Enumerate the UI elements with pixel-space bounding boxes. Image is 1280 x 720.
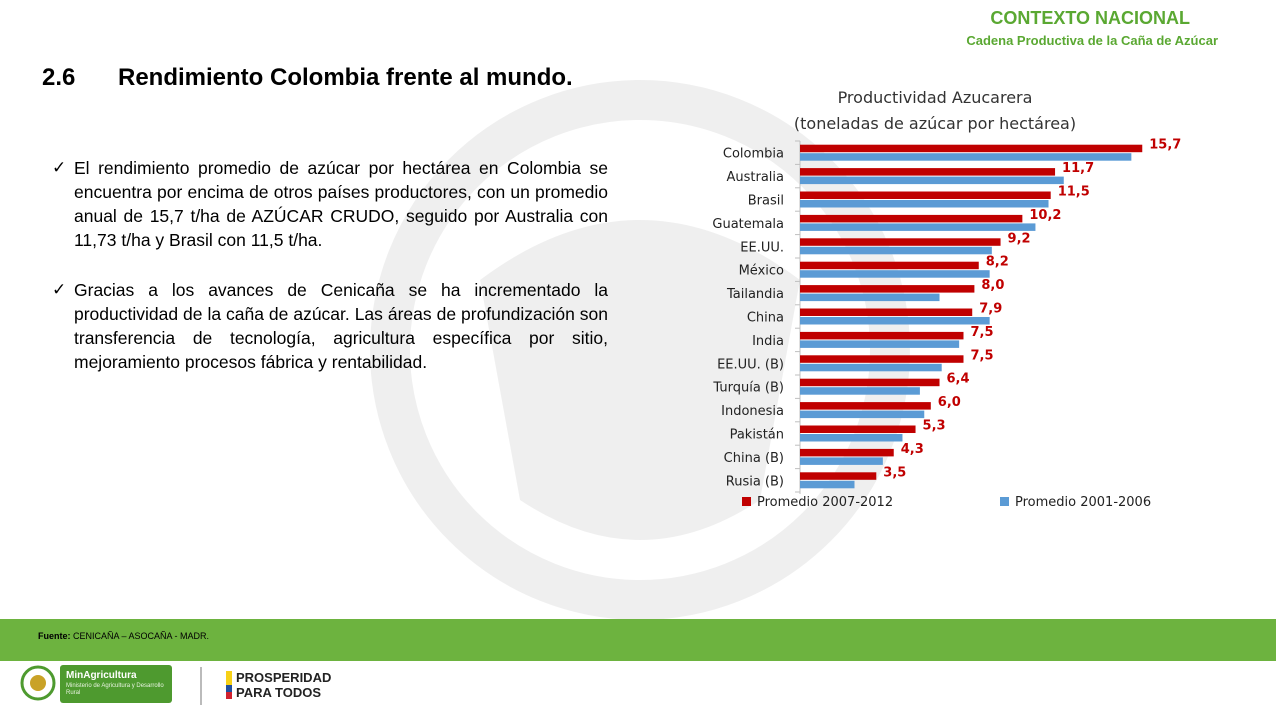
bullet-item: ✓ Gracias a los avances de Cenicaña se h… <box>52 278 608 374</box>
bar-chart: Colombia 15,7 Australia 11,7 Brasil 11,5 Guate… <box>712 138 1181 510</box>
watermark-emblem <box>370 80 910 620</box>
category-label: Brasil <box>748 194 784 209</box>
source-note: Fuente: CENICAÑA – ASOCAÑA - MADR. <box>38 631 209 641</box>
legend-swatch <box>742 497 751 506</box>
bar-2007-2012 <box>800 472 877 480</box>
bar-2007-2012 <box>800 448 894 457</box>
bar-2001-2006 <box>800 270 990 278</box>
minagricultura-logo <box>60 665 172 703</box>
minagricultura-subtitle: Ministerio de Agricultura y Desarrollo R… <box>66 683 164 696</box>
category-label: China (B) <box>724 451 784 466</box>
data-label: 9,2 <box>1008 231 1031 246</box>
bar-2001-2006 <box>800 246 992 255</box>
category-label: EE.UU. (B) <box>717 357 784 372</box>
category-label: Rusia (B) <box>726 474 784 489</box>
bar-2001-2006 <box>800 457 883 465</box>
legend-label: Promedio 2007-2012 <box>757 495 893 510</box>
data-label: 4,3 <box>901 442 924 457</box>
header-subtitle: Cadena Productiva de la Caña de Azúcar <box>966 33 1218 48</box>
data-label: 15,7 <box>1149 138 1181 153</box>
data-label: 3,5 <box>883 465 906 480</box>
header-title: CONTEXTO NACIONAL <box>990 8 1190 28</box>
bar-2007-2012 <box>800 402 931 410</box>
bar-2007-2012 <box>800 261 979 270</box>
bar-2007-2012 <box>800 214 1023 223</box>
data-label: 11,5 <box>1058 185 1090 200</box>
category-label: Turquía (B) <box>712 381 784 396</box>
logo-divider <box>200 667 202 705</box>
category-label: México <box>739 264 784 279</box>
checkmark-icon: ✓ <box>52 158 67 177</box>
category-label: Tailandia <box>726 287 784 302</box>
category-label: Pakistán <box>730 428 784 443</box>
bar-2001-2006 <box>800 387 920 395</box>
data-label: 10,2 <box>1029 208 1061 223</box>
prosperidad-logo-line2: PARA TODOS <box>236 685 321 700</box>
bar-2001-2006 <box>800 434 903 442</box>
category-label: China <box>747 311 784 326</box>
flag-icon <box>226 671 232 699</box>
bullet-text: Gracias a los avances de Cenicaña se ha … <box>74 280 608 372</box>
category-label: Australia <box>726 170 784 185</box>
source-text: CENICAÑA – ASOCAÑA - MADR. <box>73 631 210 641</box>
bar-2001-2006 <box>800 293 940 302</box>
chart-subtitle: (toneladas de azúcar por hectárea) <box>793 114 1077 133</box>
bar-2007-2012 <box>800 191 1051 199</box>
minagricultura-name: MinAgricultura <box>66 670 137 681</box>
bar-2007-2012 <box>800 425 916 433</box>
bar-2001-2006 <box>800 480 855 489</box>
bar-2001-2006 <box>800 200 1049 208</box>
bar-2001-2006 <box>800 340 960 348</box>
prosperidad-logo-line1: PROSPERIDAD <box>236 670 332 685</box>
bar-2007-2012 <box>800 238 1001 246</box>
bar-2007-2012 <box>800 285 975 293</box>
bar-2007-2012 <box>800 144 1143 153</box>
bar-2007-2012 <box>800 168 1056 176</box>
category-label: Guatemala <box>712 217 784 232</box>
bullet-text: El rendimiento promedio de azúcar por he… <box>74 158 608 250</box>
chart-title: Productividad Azucarera <box>837 88 1033 107</box>
bar-2007-2012 <box>800 308 973 316</box>
bar-2001-2006 <box>800 317 990 325</box>
bullet-item: ✓ El rendimiento promedio de azúcar por … <box>52 156 608 252</box>
bar-2001-2006 <box>800 153 1132 161</box>
data-label: 11,7 <box>1062 161 1094 176</box>
legend-swatch <box>1000 497 1009 506</box>
legend-label: Promedio 2001-2006 <box>1015 495 1151 510</box>
bar-2007-2012 <box>800 331 964 340</box>
category-label: India <box>752 334 784 349</box>
category-label: Indonesia <box>721 404 784 419</box>
category-label: EE.UU. <box>740 240 784 255</box>
section-number: 2.6 <box>42 64 76 91</box>
data-label: 8,0 <box>981 278 1004 293</box>
footer-band <box>0 619 1276 661</box>
data-label: 8,2 <box>986 255 1009 270</box>
section-title: Rendimiento Colombia frente al mundo. <box>118 64 573 91</box>
data-label: 6,0 <box>938 395 961 410</box>
bar-2001-2006 <box>800 223 1036 231</box>
bar-2001-2006 <box>800 176 1064 185</box>
bullet-list: ✓ El rendimiento promedio de azúcar por … <box>52 156 608 400</box>
category-label: Colombia <box>723 147 784 162</box>
logo-area <box>0 661 1280 720</box>
bar-2001-2006 <box>800 363 942 372</box>
data-label: 7,5 <box>971 325 994 340</box>
bar-2001-2006 <box>800 410 925 419</box>
source-label: Fuente: <box>38 631 71 641</box>
bar-2007-2012 <box>800 378 940 387</box>
bar-2007-2012 <box>800 355 964 363</box>
data-label: 5,3 <box>923 419 946 434</box>
data-label: 7,9 <box>979 302 1002 317</box>
colombia-seal-icon <box>20 665 56 701</box>
checkmark-icon: ✓ <box>52 280 67 299</box>
data-label: 7,5 <box>971 348 994 363</box>
data-label: 6,4 <box>947 372 970 387</box>
